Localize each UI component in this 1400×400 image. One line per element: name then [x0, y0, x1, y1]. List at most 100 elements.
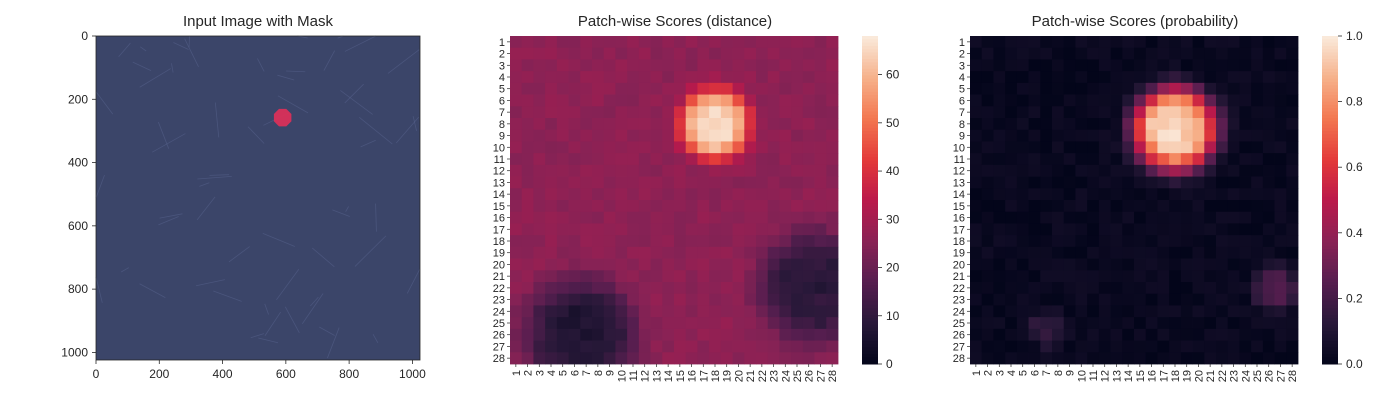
heatmap-cell — [732, 282, 745, 295]
heatmap-cell — [1087, 235, 1100, 248]
heatmap-cell — [744, 352, 757, 365]
heatmap-cell — [510, 141, 523, 154]
heatmap-cell — [545, 82, 558, 95]
heatmap-cell — [970, 328, 983, 341]
heatmap-cell — [1180, 36, 1193, 49]
heatmap-cell — [1134, 176, 1147, 189]
x-tick-label: 25 — [792, 370, 804, 382]
heatmap-cell — [568, 235, 581, 248]
heatmap-cell — [1274, 352, 1287, 365]
heatmap-cell — [545, 200, 558, 213]
heatmap-cell — [556, 270, 569, 283]
heatmap-cell — [1005, 293, 1018, 306]
heatmap-cell — [1180, 94, 1193, 107]
colorbar-tick-label: 30 — [886, 212, 900, 226]
heatmap-cell — [1122, 293, 1135, 306]
heatmap-cell — [521, 129, 534, 142]
heatmap-cell — [1286, 305, 1299, 318]
heatmap-cell — [1286, 317, 1299, 330]
colorbar-segment — [1322, 52, 1338, 57]
heatmap-cell — [1262, 211, 1275, 224]
heatmap-cell — [1098, 36, 1111, 49]
y-tick-label: 27 — [493, 341, 505, 353]
heatmap-cell — [1274, 164, 1287, 177]
heatmap-cell — [779, 282, 792, 295]
heatmap-cell — [791, 235, 804, 248]
heatmap-cell — [993, 188, 1006, 201]
heatmap-cell — [685, 328, 698, 341]
texture-line — [345, 206, 349, 212]
defect-mask — [273, 108, 292, 127]
heatmap-cell — [1274, 270, 1287, 283]
heatmap-cell — [993, 94, 1006, 107]
colorbar-segment — [1322, 193, 1338, 198]
heatmap-cell — [1075, 59, 1088, 72]
x-tick-label: 16 — [687, 370, 699, 382]
heatmap-cell — [981, 82, 994, 95]
heatmap-cell — [1098, 223, 1111, 236]
heatmap-cell — [1063, 153, 1076, 166]
heatmap-cell — [826, 223, 839, 236]
heatmap-cell — [756, 317, 769, 330]
heatmap-cell — [510, 118, 523, 131]
heatmap-cell — [709, 176, 722, 189]
x-tick-label: 10 — [616, 370, 628, 382]
heatmap-cell — [697, 352, 710, 365]
heatmap-cell — [970, 94, 983, 107]
heatmap-cell — [1251, 258, 1264, 271]
heatmap-cell — [1262, 328, 1275, 341]
heatmap-cell — [615, 352, 628, 365]
heatmap-cell — [1098, 164, 1111, 177]
heatmap-cell — [732, 246, 745, 259]
heatmap-cell — [1169, 246, 1182, 259]
heatmap-cell — [1040, 293, 1053, 306]
colorbar-segment — [862, 236, 878, 240]
heatmap-cell — [1075, 129, 1088, 142]
heatmap-cell — [1251, 59, 1264, 72]
heatmap-cell — [662, 141, 675, 154]
heatmap-cell — [1274, 106, 1287, 119]
colorbar-segment — [862, 170, 878, 175]
heatmap-cell — [1134, 118, 1147, 131]
heatmap-cell — [981, 293, 994, 306]
heatmap-cell — [1052, 223, 1065, 236]
heatmap-cell — [568, 328, 581, 341]
heatmap-cell — [603, 153, 616, 166]
panel-distance: Patch-wise Scores (distance) 11223344556… — [493, 13, 900, 382]
colorbar-segment — [1322, 180, 1338, 185]
x-tick-label: 800 — [339, 367, 359, 381]
heatmap-cell — [1216, 82, 1229, 95]
heatmap-cell — [732, 59, 745, 72]
heatmap-cell — [697, 223, 710, 236]
heatmap-cell — [802, 36, 815, 49]
heatmap-cell — [756, 270, 769, 283]
heatmap-cell — [685, 118, 698, 131]
heatmap-cell — [802, 118, 815, 131]
heatmap-cell — [662, 293, 675, 306]
heatmap-cell — [685, 317, 698, 330]
heatmap-cell — [521, 352, 534, 365]
heatmap-cell — [592, 176, 605, 189]
heatmap-cell — [767, 141, 780, 154]
heatmap-cell — [603, 235, 616, 248]
y-tick-label: 2 — [959, 49, 965, 61]
heatmap-cell — [592, 340, 605, 353]
heatmap-cell — [1169, 71, 1182, 84]
texture-line — [158, 216, 179, 226]
heatmap-cell — [1262, 106, 1275, 119]
colorbar-segment — [862, 200, 878, 204]
colorbar-segment — [1322, 98, 1338, 103]
heatmap-cell — [791, 129, 804, 142]
heatmap-cell — [1122, 211, 1135, 224]
heatmap-cell — [709, 129, 722, 142]
heatmap-cell — [1075, 47, 1088, 60]
heatmap-cell — [556, 211, 569, 224]
heatmap-cell — [650, 47, 663, 60]
heatmap-cell — [1028, 47, 1041, 60]
heatmap-cell — [1157, 352, 1170, 365]
heatmap-cell — [732, 36, 745, 49]
heatmap-cell — [1122, 246, 1135, 259]
heatmap-cell — [662, 36, 675, 49]
heatmap-cell — [1227, 293, 1240, 306]
